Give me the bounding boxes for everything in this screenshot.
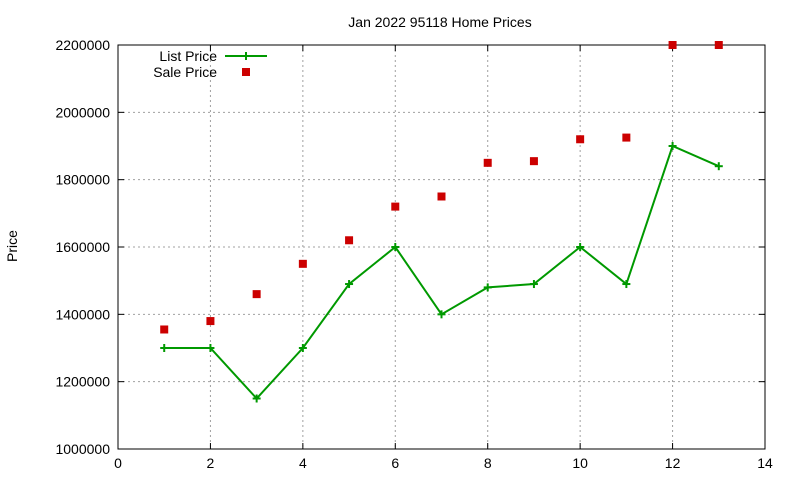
x-tick-label: 0 — [114, 455, 122, 471]
x-tick-label: 2 — [207, 455, 215, 471]
data-point — [391, 202, 400, 211]
data-point — [529, 157, 538, 166]
series-list-price — [160, 142, 723, 403]
data-point — [160, 325, 169, 334]
data-point — [576, 243, 585, 251]
data-point — [437, 192, 446, 201]
tick-labels: 0 2 4 6 8 10 12 14 1000000 1200000 1400000 1600000 1… — [55, 37, 773, 471]
data-point — [483, 158, 492, 167]
y-tick-label: 1400000 — [55, 306, 110, 322]
data-point — [160, 344, 169, 352]
data-point — [622, 280, 631, 289]
data-point — [714, 41, 723, 49]
y-tick-label: 2000000 — [55, 104, 110, 120]
data-point — [529, 280, 538, 289]
data-point — [252, 290, 261, 299]
y-tick-label: 1600000 — [55, 239, 110, 255]
x-tick-label: 6 — [391, 455, 399, 471]
x-tick-label: 4 — [299, 455, 307, 471]
data-point — [252, 394, 261, 403]
x-tick-label: 12 — [665, 455, 681, 471]
plot-border — [117, 44, 766, 450]
data-point — [298, 344, 307, 352]
plot-series — [160, 41, 723, 403]
data-point — [206, 344, 215, 352]
data-point — [298, 259, 307, 268]
series-sale-price — [160, 41, 723, 334]
chart-title: Jan 2022 95118 Home Prices — [348, 14, 531, 30]
data-point — [622, 133, 631, 142]
y-tick-label: 2200000 — [55, 37, 110, 53]
data-point — [391, 243, 400, 251]
data-point — [668, 41, 677, 49]
data-point — [483, 283, 492, 292]
x-tick-label: 10 — [572, 455, 588, 471]
data-point — [206, 317, 215, 326]
y-axis-label: Price — [4, 230, 20, 262]
data-point — [714, 162, 723, 171]
legend-label: Sale Price — [153, 64, 217, 80]
y-tick-label: 1200000 — [55, 374, 110, 390]
data-point — [576, 135, 585, 144]
y-tick-label: 1800000 — [55, 172, 110, 188]
legend-label: List Price — [159, 48, 217, 64]
data-point — [345, 280, 354, 289]
y-tick-label: 1000000 — [55, 441, 110, 457]
axes — [117, 44, 766, 450]
data-point — [345, 236, 354, 245]
x-tick-label: 14 — [757, 455, 773, 471]
grid-lines — [118, 45, 765, 449]
x-tick-label: 8 — [484, 455, 492, 471]
series-line-list-price — [164, 144, 720, 400]
data-point — [668, 142, 677, 150]
legend-marker — [242, 52, 250, 60]
legend-marker — [242, 68, 250, 76]
data-point — [437, 310, 446, 319]
